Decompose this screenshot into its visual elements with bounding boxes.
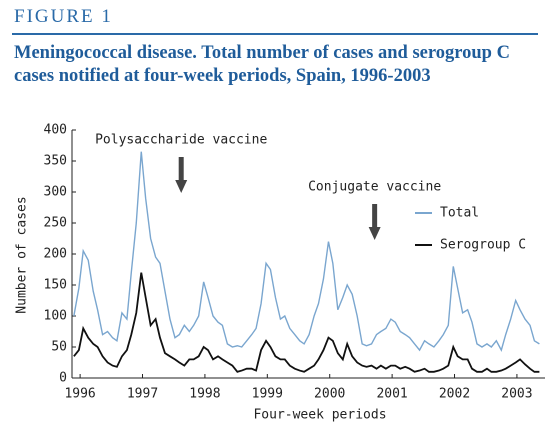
series-line [73, 151, 540, 352]
annotation: Polysaccharide vaccine [95, 133, 267, 148]
arrow-head [175, 180, 188, 193]
y-tick-label: 350 [44, 154, 67, 169]
x-tick-label: 1997 [127, 387, 158, 402]
x-axis-label: Four-week periods [253, 408, 386, 423]
y-tick-label: 50 [51, 340, 67, 355]
series-line [73, 272, 540, 373]
arrow-head [368, 227, 381, 240]
y-tick-label: 200 [44, 247, 67, 262]
y-axis-label: Number of cases [15, 196, 30, 313]
x-tick-label: 2000 [314, 387, 345, 402]
y-tick-label: 0 [59, 371, 67, 386]
x-tick-label: 1996 [64, 387, 95, 402]
arrow-shaft [178, 157, 184, 181]
y-tick-label: 150 [44, 278, 67, 293]
x-tick-label: 1998 [189, 387, 220, 402]
chart-title: Meningococcal disease. Total number of c… [14, 43, 510, 86]
y-tick-label: 400 [44, 123, 67, 138]
header-rule [12, 33, 538, 35]
x-tick-label: 1999 [252, 387, 283, 402]
legend-label: Total [440, 206, 479, 221]
x-tick-label: 2002 [439, 387, 470, 402]
figure-label: FIGURE 1 [14, 6, 113, 27]
legend-label: Serogroup C [440, 238, 526, 253]
arrow-shaft [372, 204, 378, 228]
y-tick-label: 100 [44, 309, 67, 324]
y-tick-label: 300 [44, 185, 67, 200]
annotation: Conjugate vaccine [308, 180, 441, 195]
x-tick-label: 2001 [376, 387, 407, 402]
x-tick-label: 2003 [501, 387, 532, 402]
y-tick-label: 250 [44, 216, 67, 231]
